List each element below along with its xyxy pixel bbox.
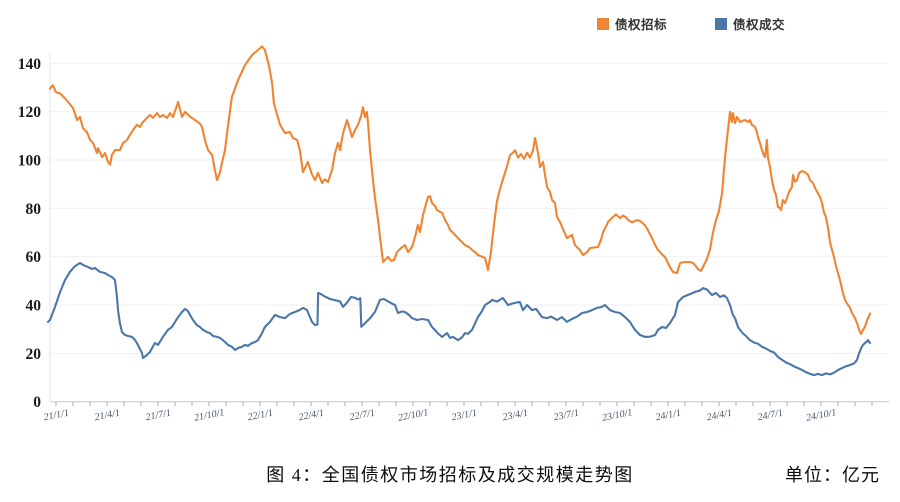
legend-swatch-deal-icon xyxy=(715,17,728,30)
legend-label-bid: 债权招标 xyxy=(615,18,668,32)
x-axis-label: 24/4/1 xyxy=(706,408,733,424)
x-axis-label: 21/7/1 xyxy=(145,408,172,424)
x-axis-label: 21/10/1 xyxy=(193,407,225,424)
x-axis-label: 23/4/1 xyxy=(502,408,529,424)
y-axis-label: 20 xyxy=(26,346,42,363)
x-axis-label: 22/1/1 xyxy=(247,408,274,424)
chart-canvas: 0 20 40 60 80 100 120 140 21/1/1 21/4/1 21/7/1 21/1… xyxy=(18,45,889,424)
caption-unit: 单位：亿元 xyxy=(785,465,880,485)
x-axis-label: 21/1/1 xyxy=(43,408,70,424)
x-axis-label: 23/1/1 xyxy=(451,408,478,424)
series-line-bid xyxy=(48,45,872,336)
legend-label-deal: 债权成交 xyxy=(733,18,786,32)
y-axis-label: 40 xyxy=(26,298,42,315)
legend: 债权招标 债权成交 xyxy=(597,14,785,33)
x-axis-label: 23/10/1 xyxy=(601,407,633,424)
x-axis-label: 21/4/1 xyxy=(94,408,121,424)
x-axis-label: 22/10/1 xyxy=(397,407,429,424)
x-axis-label: 24/7/1 xyxy=(757,408,784,424)
y-axis-label: 100 xyxy=(18,153,42,170)
legend-item-deal: 债权成交 xyxy=(715,14,785,33)
x-axis-label: 22/7/1 xyxy=(349,408,376,424)
y-axis-label: 0 xyxy=(33,394,41,411)
series-line-deal xyxy=(46,261,872,377)
y-axis-label: 140 xyxy=(18,56,42,73)
y-axis-label: 120 xyxy=(18,104,42,121)
x-axis-label: 23/7/1 xyxy=(553,408,580,424)
legend-item-bid: 债权招标 xyxy=(597,14,667,33)
legend-swatch-bid-icon xyxy=(597,17,609,30)
caption-title: 图 4：全国债权市场招标及成交规模走势图 xyxy=(266,465,634,485)
x-axis-label: 24/10/1 xyxy=(805,407,837,424)
y-axis-label: 80 xyxy=(26,201,42,218)
x-axis-label: 22/4/1 xyxy=(298,408,325,424)
y-axis-label: 60 xyxy=(26,249,42,266)
x-axis-label: 24/1/1 xyxy=(655,408,682,424)
